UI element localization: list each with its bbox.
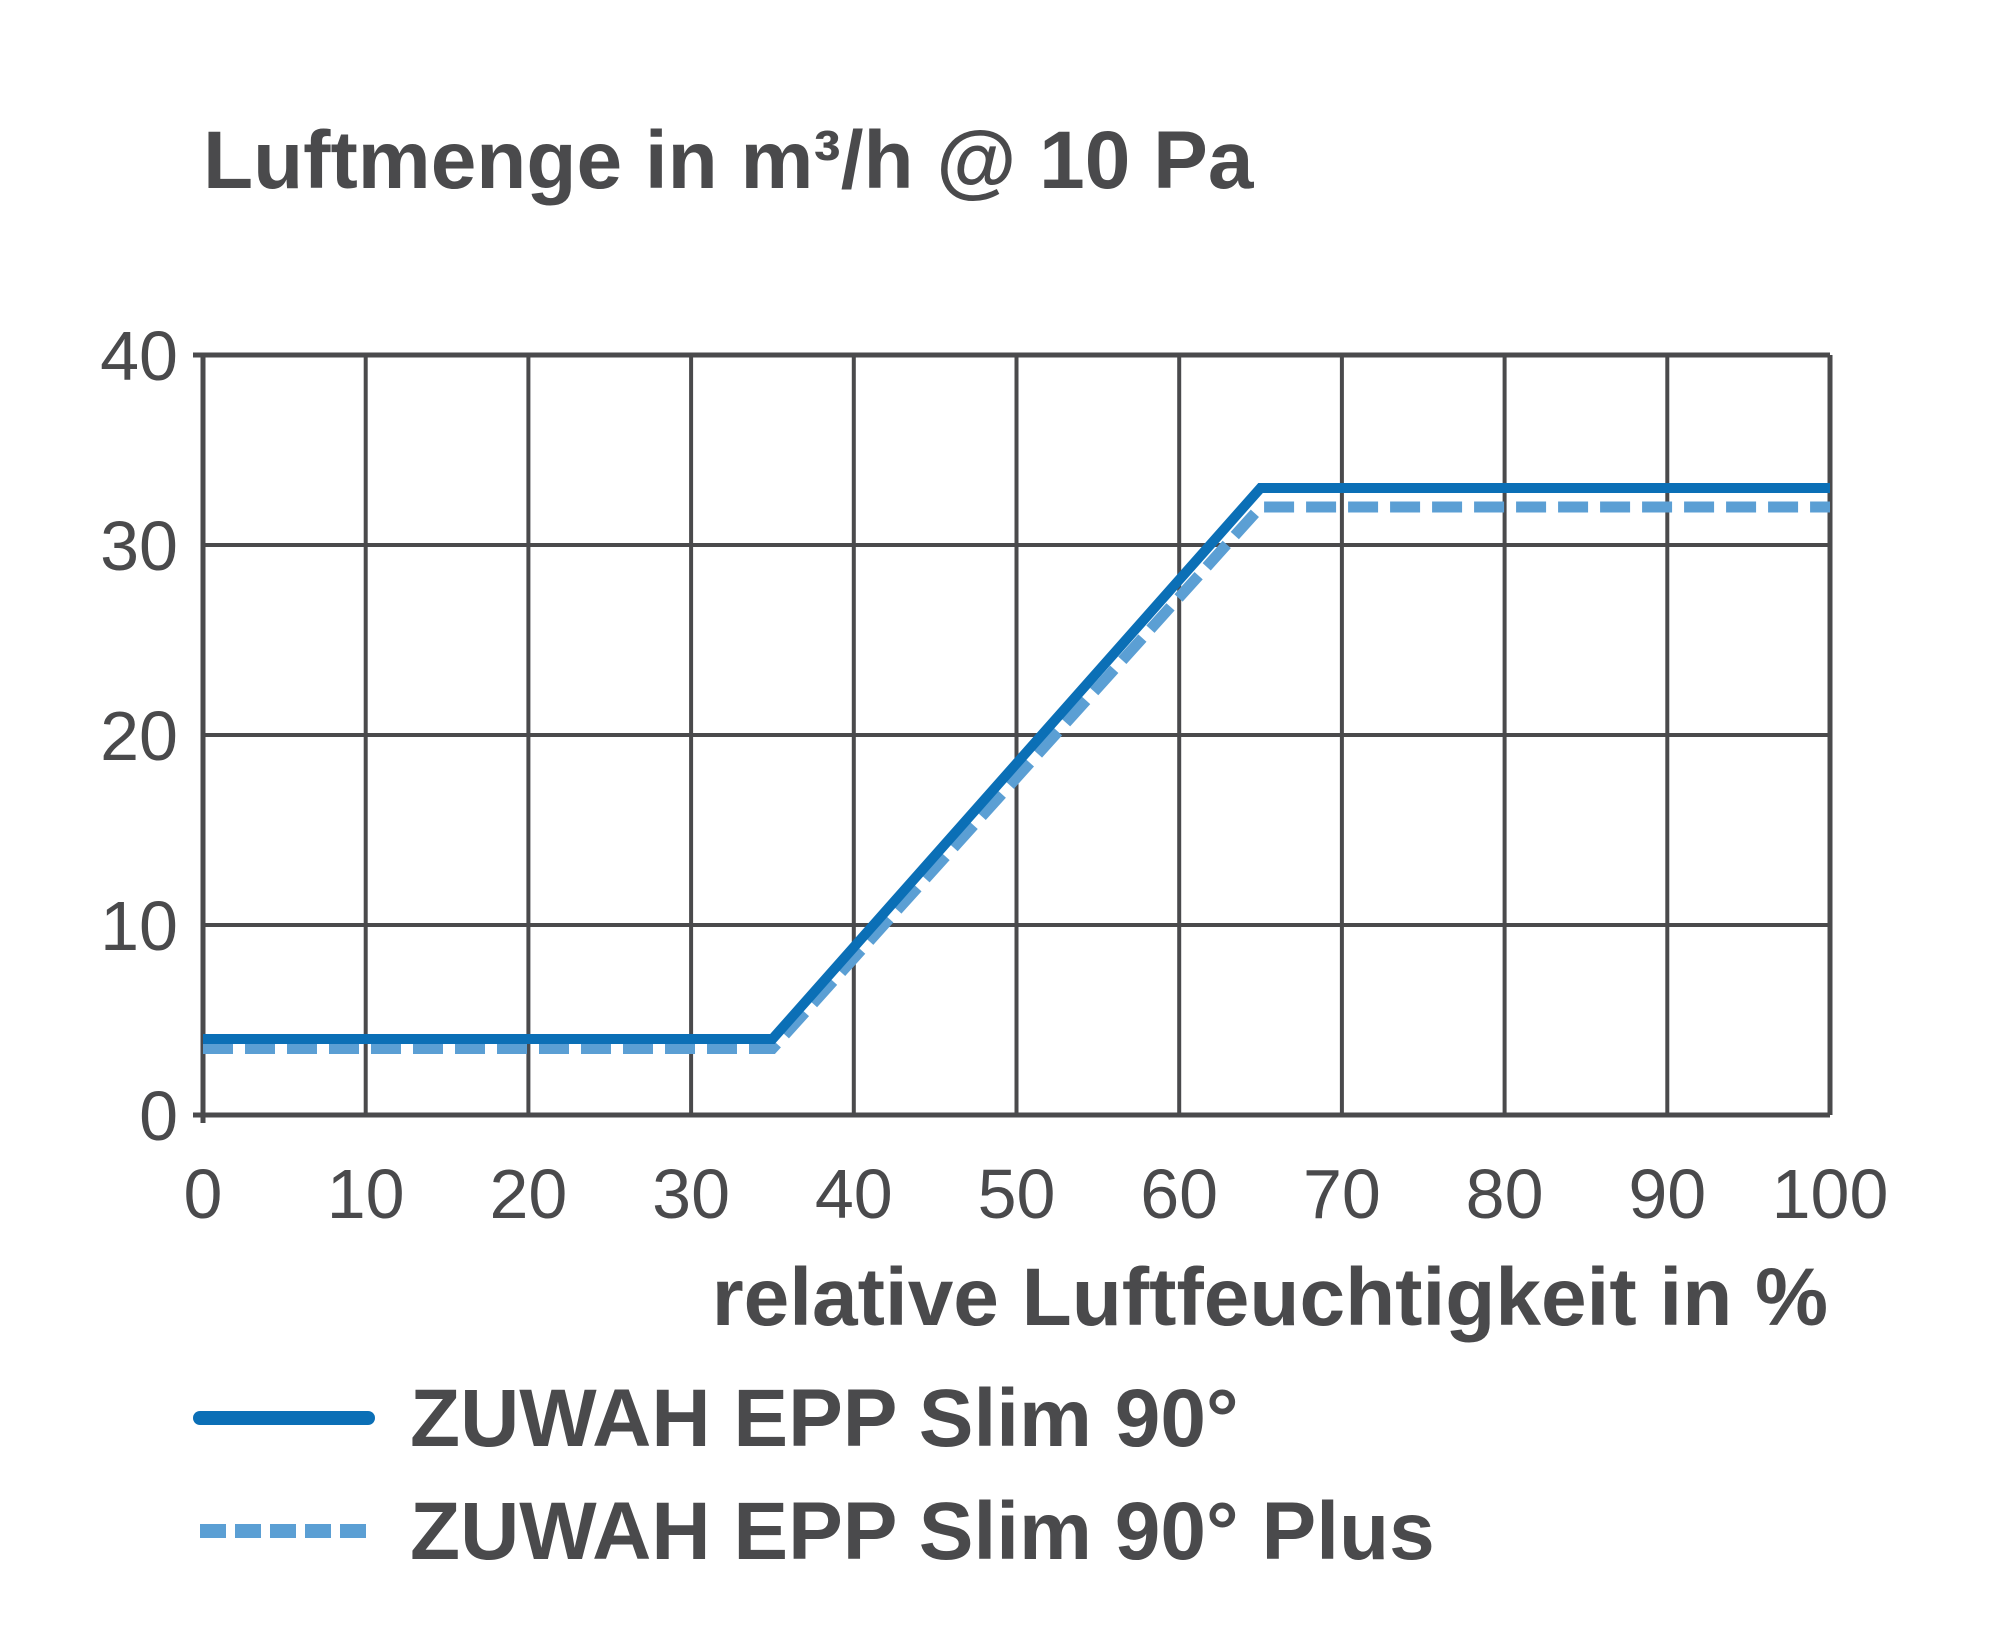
x-tick-label-30: 30 — [652, 1155, 730, 1233]
x-tick-label-80: 80 — [1466, 1155, 1544, 1233]
series-lines — [203, 483, 1830, 1054]
x-tick-label-100: 100 — [1772, 1155, 1889, 1233]
series-line-plus — [203, 501, 1830, 1054]
x-tick-label-40: 40 — [815, 1155, 893, 1233]
legend-label-plus: ZUWAH EPP Slim 90° Plus — [410, 1486, 1435, 1577]
legend-label-standard: ZUWAH EPP Slim 90° — [410, 1373, 1239, 1464]
y-tick-label-40: 40 — [100, 317, 178, 395]
y-tick-label-0: 0 — [139, 1077, 178, 1155]
tick-labels: 0 10 20 30 40 50 60 70 80 90 100 0 10 20 30 40 — [100, 317, 1888, 1233]
y-tick-label-30: 30 — [100, 507, 178, 585]
y-tick-label-10: 10 — [100, 887, 178, 965]
legend: ZUWAH EPP Slim 90° ZUWAH EPP Slim 90° Plu… — [193, 1373, 1435, 1577]
x-tick-label-50: 50 — [978, 1155, 1056, 1233]
x-tick-label-20: 20 — [489, 1155, 567, 1233]
y-tick-label-20: 20 — [100, 697, 178, 775]
x-tick-label-10: 10 — [327, 1155, 405, 1233]
x-axis-label: relative Luftfeuchtigkeit in % — [712, 1252, 1828, 1343]
series-line-standard — [203, 483, 1830, 1044]
grid — [193, 352, 1833, 1123]
x-tick-label-0: 0 — [184, 1155, 223, 1233]
x-tick-label-60: 60 — [1140, 1155, 1218, 1233]
x-tick-label-70: 70 — [1303, 1155, 1381, 1233]
x-tick-label-90: 90 — [1628, 1155, 1706, 1233]
chart-title: Luftmenge in m³/h @ 10 Pa — [203, 115, 1255, 206]
